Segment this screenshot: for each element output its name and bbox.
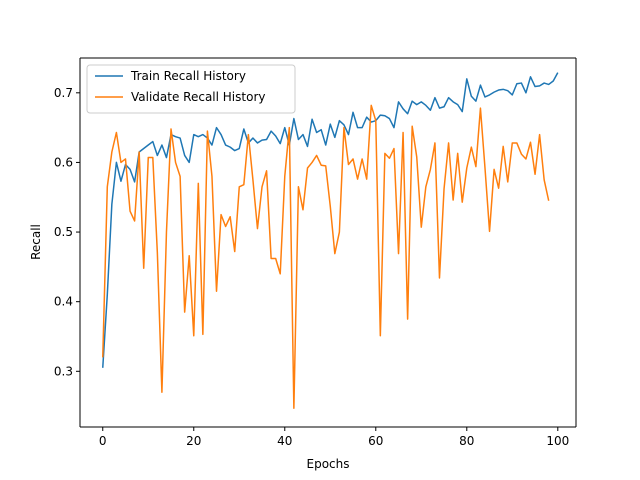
x-tick-label: 20 — [186, 434, 201, 448]
x-axis-label: Epochs — [307, 457, 350, 471]
x-tick-label: 0 — [99, 434, 107, 448]
validate-recall-line — [102, 104, 550, 409]
x-axis-ticks: 0 20 40 60 80 100 — [99, 427, 569, 448]
y-tick-label: 0.6 — [54, 155, 73, 169]
y-tick-label: 0.4 — [54, 295, 73, 309]
y-tick-label: 0.3 — [54, 364, 73, 378]
legend-box — [86, 64, 296, 114]
y-tick-label: 0.5 — [54, 225, 73, 239]
axes-frame — [79, 57, 577, 428]
legend: Train Recall History Validate Recall His… — [86, 64, 296, 114]
y-axis-ticks: 0.3 0.4 0.5 0.6 0.7 — [54, 86, 80, 378]
series-layer — [102, 72, 559, 409]
y-axis-label: Recall — [29, 224, 43, 260]
x-tick-label: 80 — [459, 434, 474, 448]
legend-label-validate: Validate Recall History — [131, 90, 265, 104]
legend-label-train: Train Recall History — [130, 69, 246, 83]
train-recall-line — [102, 72, 559, 368]
x-tick-label: 100 — [546, 434, 569, 448]
x-tick-label: 60 — [368, 434, 383, 448]
y-tick-label: 0.7 — [54, 86, 73, 100]
x-tick-label: 40 — [277, 434, 292, 448]
